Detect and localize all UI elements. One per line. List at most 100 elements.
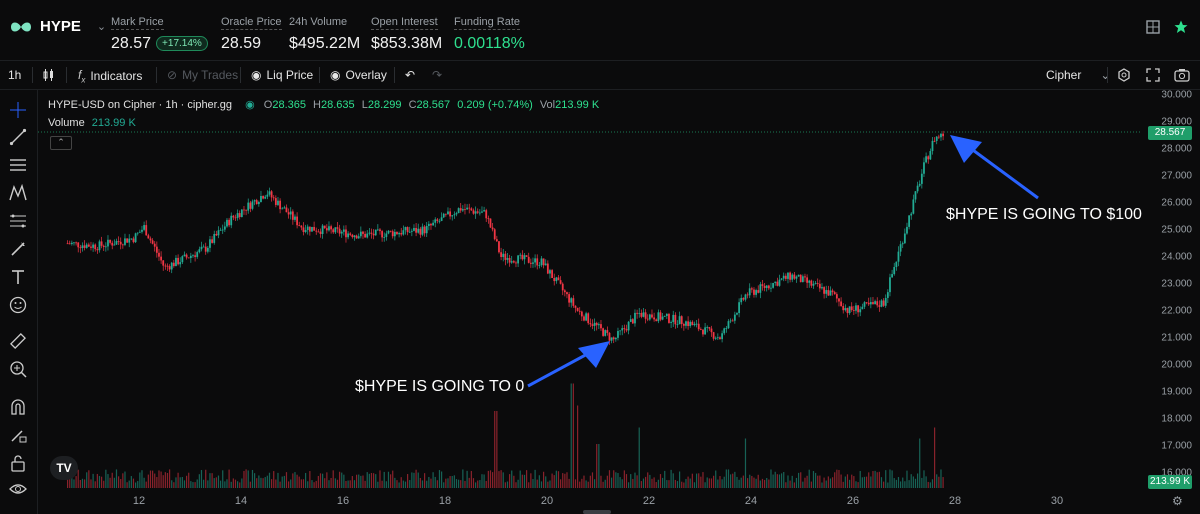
candle [185,254,188,258]
mark-price-value: 28.57 [111,35,152,52]
candle [149,238,152,241]
volume-bar [647,472,649,488]
volume-bar [103,480,105,488]
volume-bar [534,469,536,488]
emoji-icon[interactable] [9,296,27,314]
lock-drawings-icon[interactable] [9,426,27,444]
liq-price-button[interactable]: ◉ Liq Price [251,68,313,82]
candle [568,294,570,303]
axis-settings-gear-icon[interactable]: ⚙ [1172,494,1183,508]
volume-bar [849,479,851,488]
text-icon[interactable] [9,268,27,286]
fullscreen-button[interactable] [1146,68,1160,82]
candle [897,251,900,262]
volume-bar [466,470,468,488]
tradingview-logo[interactable]: TV [50,456,78,480]
volume-bar [213,478,215,488]
horizontal-lines-icon[interactable] [9,156,27,174]
close-value: 28.567 [416,99,451,111]
pattern-icon[interactable] [9,184,27,202]
price-tick-label: 30.000 [1161,89,1192,101]
candle [155,246,158,253]
candle [145,225,148,236]
screenshot-button[interactable] [1174,68,1190,82]
volume-bar [560,479,562,488]
candle [194,255,196,257]
candle [425,225,428,234]
candle [668,313,670,323]
window-icon[interactable] [1146,20,1160,34]
candle [255,200,258,205]
ruler-icon[interactable] [9,332,27,350]
candle [98,241,101,251]
volume-bar [568,478,570,488]
undo-button[interactable]: ↶ [405,68,415,82]
candle [115,241,118,245]
market-selector[interactable]: HYPE ⌄ [10,18,106,35]
indicators-button[interactable]: fx Indicators [78,68,142,84]
my-trades-button[interactable]: ⊘ My Trades [167,68,238,82]
star-icon[interactable] [1174,20,1188,34]
candle [604,330,607,336]
candle [489,218,492,228]
interval-button[interactable]: 1h [8,68,21,82]
candle [559,280,562,284]
candle [908,215,910,227]
volume-bar [691,473,693,488]
crosshair-icon[interactable] [9,101,27,119]
fib-icon[interactable] [9,212,27,230]
volume-bar [606,475,608,488]
candle [886,292,889,298]
candle [338,228,341,234]
volume-bar [296,474,298,488]
time-scrollbar[interactable] [583,510,611,514]
settings-button[interactable] [1117,68,1131,82]
volume-bar [105,469,107,488]
volume-bar [186,475,188,488]
candle [801,276,804,283]
volume-bar [241,478,243,488]
collapse-legend-button[interactable]: ⌃ [50,136,72,150]
volume-bar [128,480,130,488]
candle-type-button[interactable] [42,68,56,82]
volume-bar [173,482,175,488]
candle [629,319,632,322]
zoom-in-icon[interactable] [9,360,27,378]
volume-bar [92,473,94,488]
hype-logo-icon [11,22,31,31]
volume-bar [744,438,747,488]
trend-line-icon[interactable] [9,128,27,146]
brush-icon[interactable] [9,240,27,258]
candle [281,208,284,210]
volume-bar [205,469,207,488]
candle [119,241,122,245]
candle [455,213,458,215]
volume-bar [447,478,449,488]
price-tick-label: 20.000 [1161,359,1192,371]
price-chart[interactable] [38,90,1142,492]
price-axis[interactable]: 30.000 29.000 28.000 27.000 26.000 25.000 24.0… [1142,90,1200,500]
volume-bar [194,482,196,488]
volume-bar [753,477,755,488]
candle [304,230,307,232]
source-select[interactable]: Cipher ⌄ [1046,68,1110,82]
candle [710,328,713,333]
eye-icon[interactable] [9,480,27,498]
volume-bar [564,473,566,488]
volume-bar [825,480,827,488]
lock-icon[interactable] [9,454,27,472]
change-badge: +17.14% [156,36,208,51]
candle [253,200,256,202]
volume-bar [562,473,564,488]
candle [198,249,201,253]
magnet-icon[interactable] [9,398,27,416]
candle [196,252,199,257]
overlay-button[interactable]: ◉ Overlay [330,68,387,82]
volume-bar [273,471,275,488]
volume-bar [870,476,872,488]
candle [200,246,203,250]
volume-bar [770,469,772,488]
candle [345,229,347,238]
price-tick-label: 25.000 [1161,224,1192,236]
redo-button[interactable]: ↷ [432,68,442,82]
